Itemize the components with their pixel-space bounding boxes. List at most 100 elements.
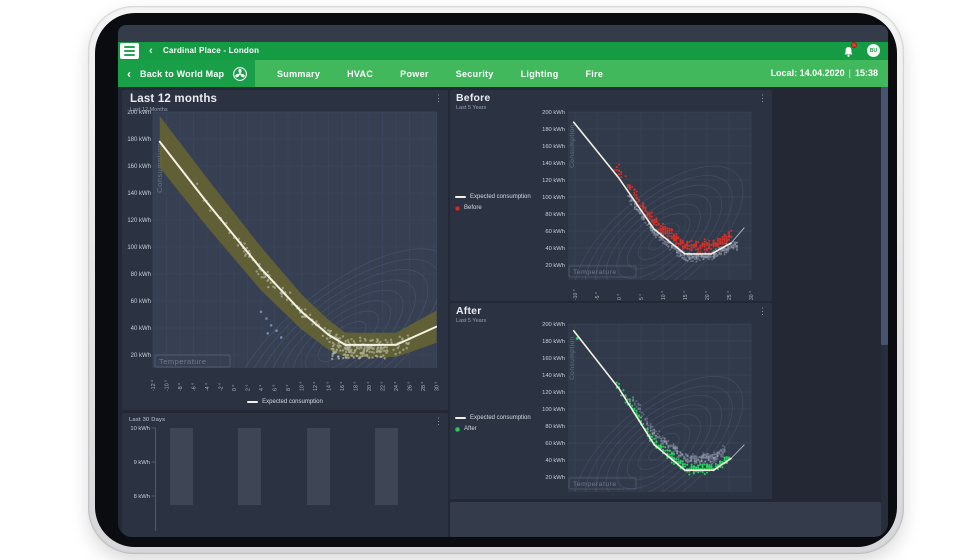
svg-text:14 °: 14 ° [327, 382, 333, 391]
chart-after: Temperature Consumption 200 kWh 180 kWh 160 … [542, 322, 752, 492]
panel-last-12-months: Last 12 months Last 12 Months ⋮ Temperat… [122, 90, 448, 410]
next-panel-row-partial [450, 502, 881, 537]
panel-after: After Last 5 Years ⋮ Temperature Consumpt… [450, 303, 772, 499]
legend-label: Expected consumption [470, 415, 531, 421]
svg-text:-4 °: -4 ° [205, 383, 211, 391]
svg-text:100 kWh: 100 kWh [127, 245, 151, 251]
panel-title: Before [456, 92, 491, 104]
kebab-menu-button[interactable]: ⋮ [434, 416, 443, 426]
svg-text:8 kWh: 8 kWh [134, 494, 150, 500]
svg-text:180 kWh: 180 kWh [127, 137, 151, 143]
svg-text:28 °: 28 ° [421, 382, 427, 391]
screen: ‹ Cardinal Place - London BU ‹ Back to W… [118, 25, 888, 537]
svg-text:200 kWh: 200 kWh [542, 322, 565, 328]
panel-title: Last 12 months [130, 93, 218, 105]
legend-dot-swatch [455, 426, 460, 432]
svg-text:Consumption: Consumption [155, 143, 164, 193]
tablet-device: ‹ Cardinal Place - London BU ‹ Back to W… [88, 6, 904, 554]
svg-text:80 kWh: 80 kWh [545, 212, 565, 218]
svg-text:Temperature: Temperature [159, 357, 207, 366]
chart-legend: Expected consumption Before [455, 194, 531, 211]
svg-text:60 kWh: 60 kWh [131, 299, 151, 305]
svg-text:10 °: 10 ° [661, 291, 667, 300]
svg-text:Temperature: Temperature [573, 481, 617, 488]
tab-lighting[interactable]: Lighting [520, 68, 559, 79]
panel-subtitle: Last 5 Years [456, 105, 487, 111]
svg-text:160 kWh: 160 kWh [542, 356, 565, 362]
scrollbar-thumb[interactable] [881, 87, 888, 345]
local-datetime: Local: 14.04.2020 | 15:38 [770, 68, 878, 78]
legend-line-swatch [247, 401, 259, 403]
svg-text:120 kWh: 120 kWh [542, 390, 565, 396]
svg-text:9 kWh: 9 kWh [134, 460, 150, 466]
svg-text:-12 °: -12 ° [151, 380, 157, 391]
tab-summary[interactable]: Summary [277, 68, 321, 79]
svg-text:0 °: 0 ° [617, 294, 623, 300]
panel-subtitle: Last 5 Years [456, 318, 487, 324]
svg-text:15 °: 15 ° [683, 291, 689, 300]
svg-text:-10 °: -10 ° [573, 289, 579, 300]
svg-text:20 kWh: 20 kWh [545, 263, 565, 269]
notification-bell-icon[interactable] [843, 42, 857, 57]
svg-text:160 kWh: 160 kWh [127, 164, 151, 170]
back-chevron-icon[interactable]: ‹ [149, 45, 153, 57]
svg-text:20 kWh: 20 kWh [545, 475, 565, 481]
tab-power[interactable]: Power [400, 68, 429, 79]
svg-text:120 kWh: 120 kWh [542, 178, 565, 184]
kebab-menu-button[interactable]: ⋮ [758, 306, 767, 316]
svg-text:20 °: 20 ° [705, 291, 711, 300]
svg-text:26 °: 26 ° [408, 382, 414, 391]
svg-text:25 °: 25 ° [727, 291, 733, 300]
notification-badge [851, 42, 857, 48]
chart-legend: Expected consumption After [455, 415, 531, 432]
svg-text:-6 °: -6 ° [192, 383, 198, 391]
svg-text:140 kWh: 140 kWh [542, 161, 565, 167]
svg-text:200 kWh: 200 kWh [127, 110, 151, 116]
legend-dot-swatch [455, 205, 460, 211]
svg-text:20 °: 20 ° [367, 382, 373, 391]
svg-text:6 °: 6 ° [273, 384, 279, 391]
kebab-menu-button[interactable]: ⋮ [758, 93, 767, 103]
panel-before: Before Last 5 Years ⋮ Temperature Consump… [450, 90, 772, 301]
svg-text:180 kWh: 180 kWh [542, 339, 565, 345]
svg-text:-10 °: -10 ° [165, 380, 171, 391]
svg-text:40 kWh: 40 kWh [545, 246, 565, 252]
panel-last-30-days: Last 30 Days ⋮ 10 kWh 9 kWh 8 kWh [122, 413, 448, 537]
svg-text:-8 °: -8 ° [178, 383, 184, 391]
svg-text:30 °: 30 ° [435, 382, 441, 391]
svg-text:60 kWh: 60 kWh [545, 229, 565, 235]
svg-text:40 kWh: 40 kWh [545, 458, 565, 464]
chart-last-30-days: 10 kWh 9 kWh 8 kWh [130, 426, 398, 531]
svg-text:Temperature: Temperature [573, 269, 617, 276]
svg-text:40 kWh: 40 kWh [131, 326, 151, 332]
svg-text:18 °: 18 ° [354, 382, 360, 391]
legend-line-swatch [455, 417, 466, 419]
hvac-fan-icon [233, 66, 248, 81]
nav-back-label: Back to World Map [140, 68, 225, 79]
svg-text:12 °: 12 ° [313, 382, 319, 391]
svg-text:120 kWh: 120 kWh [127, 218, 151, 224]
tablet-bezel: ‹ Cardinal Place - London BU ‹ Back to W… [95, 13, 897, 547]
tab-fire[interactable]: Fire [585, 68, 604, 79]
svg-text:80 kWh: 80 kWh [131, 272, 151, 278]
svg-text:80 kWh: 80 kWh [545, 424, 565, 430]
svg-text:0 °: 0 ° [232, 384, 238, 391]
svg-text:10 kWh: 10 kWh [130, 426, 150, 432]
svg-text:100 kWh: 100 kWh [542, 195, 565, 201]
legend-label: Expected consumption [470, 194, 531, 200]
svg-text:8 °: 8 ° [286, 384, 292, 391]
kebab-menu-button[interactable]: ⋮ [434, 93, 443, 103]
svg-text:60 kWh: 60 kWh [545, 441, 565, 447]
svg-text:140 kWh: 140 kWh [542, 373, 565, 379]
avatar[interactable]: BU [867, 44, 880, 57]
svg-text:4 °: 4 ° [259, 384, 265, 391]
tab-security[interactable]: Security [455, 68, 494, 79]
chart-before: Temperature Consumption 200 kWh 180 kWh 160 … [542, 110, 755, 300]
nav-back-button[interactable]: ‹ Back to World Map [118, 60, 255, 87]
menu-button[interactable] [120, 43, 139, 59]
tab-hvac[interactable]: HVAC [347, 68, 374, 79]
nav-tabs: Summary HVAC Power Security Lighting Fir… [277, 69, 630, 79]
legend-label: Expected consumption [262, 399, 323, 405]
svg-text:30 °: 30 ° [749, 291, 755, 300]
status-bar [118, 25, 888, 42]
